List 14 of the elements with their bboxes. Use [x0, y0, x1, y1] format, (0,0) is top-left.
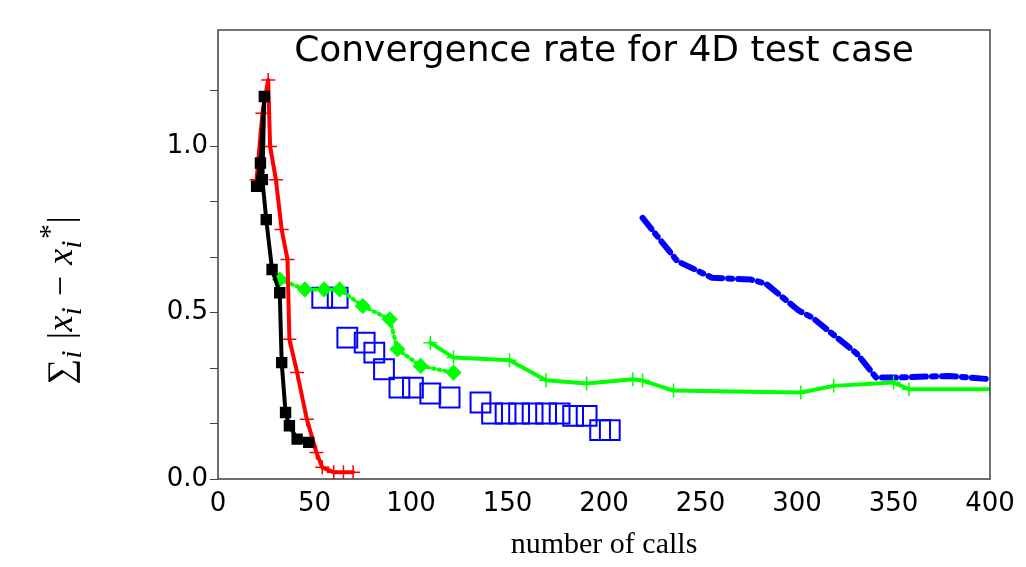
- x-tick-label: 350: [868, 487, 919, 518]
- y-tick-label: 0.0: [166, 461, 208, 492]
- x-tick-label: 0: [209, 487, 227, 518]
- x-tick-label: 150: [482, 487, 533, 518]
- y-tick-label: 0.5: [166, 295, 208, 326]
- x-axis-title: number of calls: [510, 525, 698, 559]
- x-tick-label: 50: [297, 487, 332, 518]
- x-tick-label: 300: [772, 487, 822, 518]
- y-tick-label: 1.0: [166, 129, 208, 160]
- x-tick-label: 250: [675, 487, 726, 518]
- x-tick-label: 200: [579, 487, 629, 518]
- x-tick-label: 400: [965, 487, 1015, 518]
- x-tick-label: 100: [386, 487, 436, 518]
- chart-title: Convergence rate for 4D test case: [294, 28, 914, 70]
